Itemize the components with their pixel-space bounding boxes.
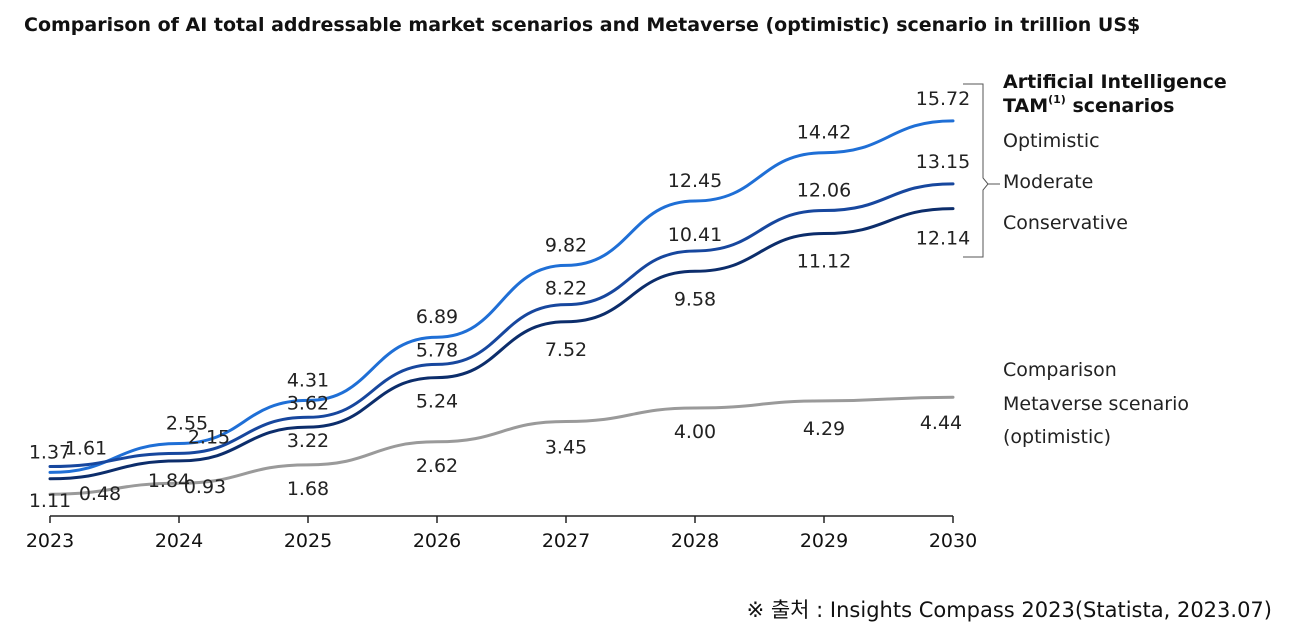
data-label-3-2028: 4.00 — [674, 421, 716, 443]
data-label-1-2023: 1.61 — [65, 438, 107, 460]
data-label-2-2025: 3.22 — [287, 430, 329, 452]
data-label-1-2030: 13.15 — [916, 151, 970, 173]
legend-ai-title-tam: TAM — [1003, 95, 1048, 117]
data-label-2-2028: 9.58 — [674, 288, 716, 310]
x-tick-label-2023: 2023 — [26, 530, 74, 552]
data-label-3-2030: 4.44 — [920, 412, 962, 434]
legend-comparison-line1: Comparison — [1003, 359, 1117, 381]
legend-ai-title-sup: (1) — [1048, 93, 1066, 106]
legend-ai-title-line2: TAM(1) scenarios — [1003, 93, 1175, 117]
data-label-1-2027: 8.22 — [545, 278, 587, 300]
data-label-2-2024: 1.84 — [148, 470, 190, 492]
legend-ai-title-rest: scenarios — [1066, 95, 1175, 117]
x-tick-label-2028: 2028 — [671, 530, 719, 552]
data-label-0-2024: 2.55 — [166, 413, 208, 435]
x-tick-label-2025: 2025 — [284, 530, 332, 552]
series-line-optimistic — [48, 119, 955, 474]
data-label-0-2026: 6.89 — [416, 306, 458, 328]
x-tick-label-2030: 2030 — [929, 530, 977, 552]
data-label-1-2028: 10.41 — [668, 224, 722, 246]
x-tick-label-2027: 2027 — [542, 530, 590, 552]
legend-conservative: Conservative — [1003, 212, 1128, 234]
series-line-conservative — [48, 207, 955, 481]
data-label-0-2025: 4.31 — [287, 369, 329, 391]
legend-moderate: Moderate — [1003, 171, 1093, 193]
data-label-2-2023: 1.11 — [29, 490, 71, 512]
data-label-3-2024: 0.93 — [184, 476, 226, 498]
legend-ai-title-line1: Artificial Intelligence — [1003, 71, 1227, 93]
data-label-3-2026: 2.62 — [416, 455, 458, 477]
chart-title: Comparison of AI total addressable marke… — [24, 14, 1141, 36]
data-label-2-2026: 5.24 — [416, 391, 458, 413]
data-label-1-2024: 2.15 — [188, 426, 230, 448]
source-note: ※ 출처 : Insights Compass 2023(Statista, 2… — [746, 598, 1272, 622]
series-lines — [48, 119, 955, 496]
series-line-moderate — [48, 182, 955, 469]
data-label-2-2030: 12.14 — [916, 228, 970, 250]
x-tick-label-2024: 2024 — [155, 530, 203, 552]
data-label-0-2027: 9.82 — [545, 234, 587, 256]
data-label-0-2030: 15.72 — [916, 88, 970, 110]
x-tick-label-2026: 2026 — [413, 530, 461, 552]
legend-comparison-line2: Metaverse scenario — [1003, 393, 1189, 415]
data-label-2-2029: 11.12 — [797, 251, 851, 273]
data-label-1-2029: 12.06 — [797, 180, 851, 202]
data-label-3-2023: 0.48 — [79, 483, 121, 505]
data-label-3-2027: 3.45 — [545, 436, 587, 458]
data-label-2-2027: 7.52 — [545, 339, 587, 361]
series-line-metaverse-scenario-optimistic — [48, 395, 955, 496]
legend: Artificial Intelligence TAM(1) scenarios… — [963, 71, 1227, 448]
data-label-3-2025: 1.68 — [287, 478, 329, 500]
data-label-0-2028: 12.45 — [668, 170, 722, 192]
legend-comparison-line3: (optimistic) — [1003, 426, 1111, 448]
data-label-1-2025: 3.62 — [287, 392, 329, 414]
data-label-3-2029: 4.29 — [803, 418, 845, 440]
legend-optimistic: Optimistic — [1003, 130, 1100, 152]
data-labels: 1.37 2.55 4.31 6.89 9.82 12.45 14.42 15.72 1.61 2… — [29, 88, 970, 512]
x-tick-label-2029: 2029 — [800, 530, 848, 552]
data-label-0-2023: 1.37 — [29, 441, 71, 463]
data-label-1-2026: 5.78 — [416, 339, 458, 361]
x-axis: 2023 2024 2025 2026 2027 2028 2029 2030 — [26, 515, 977, 552]
data-label-0-2029: 14.42 — [797, 122, 851, 144]
